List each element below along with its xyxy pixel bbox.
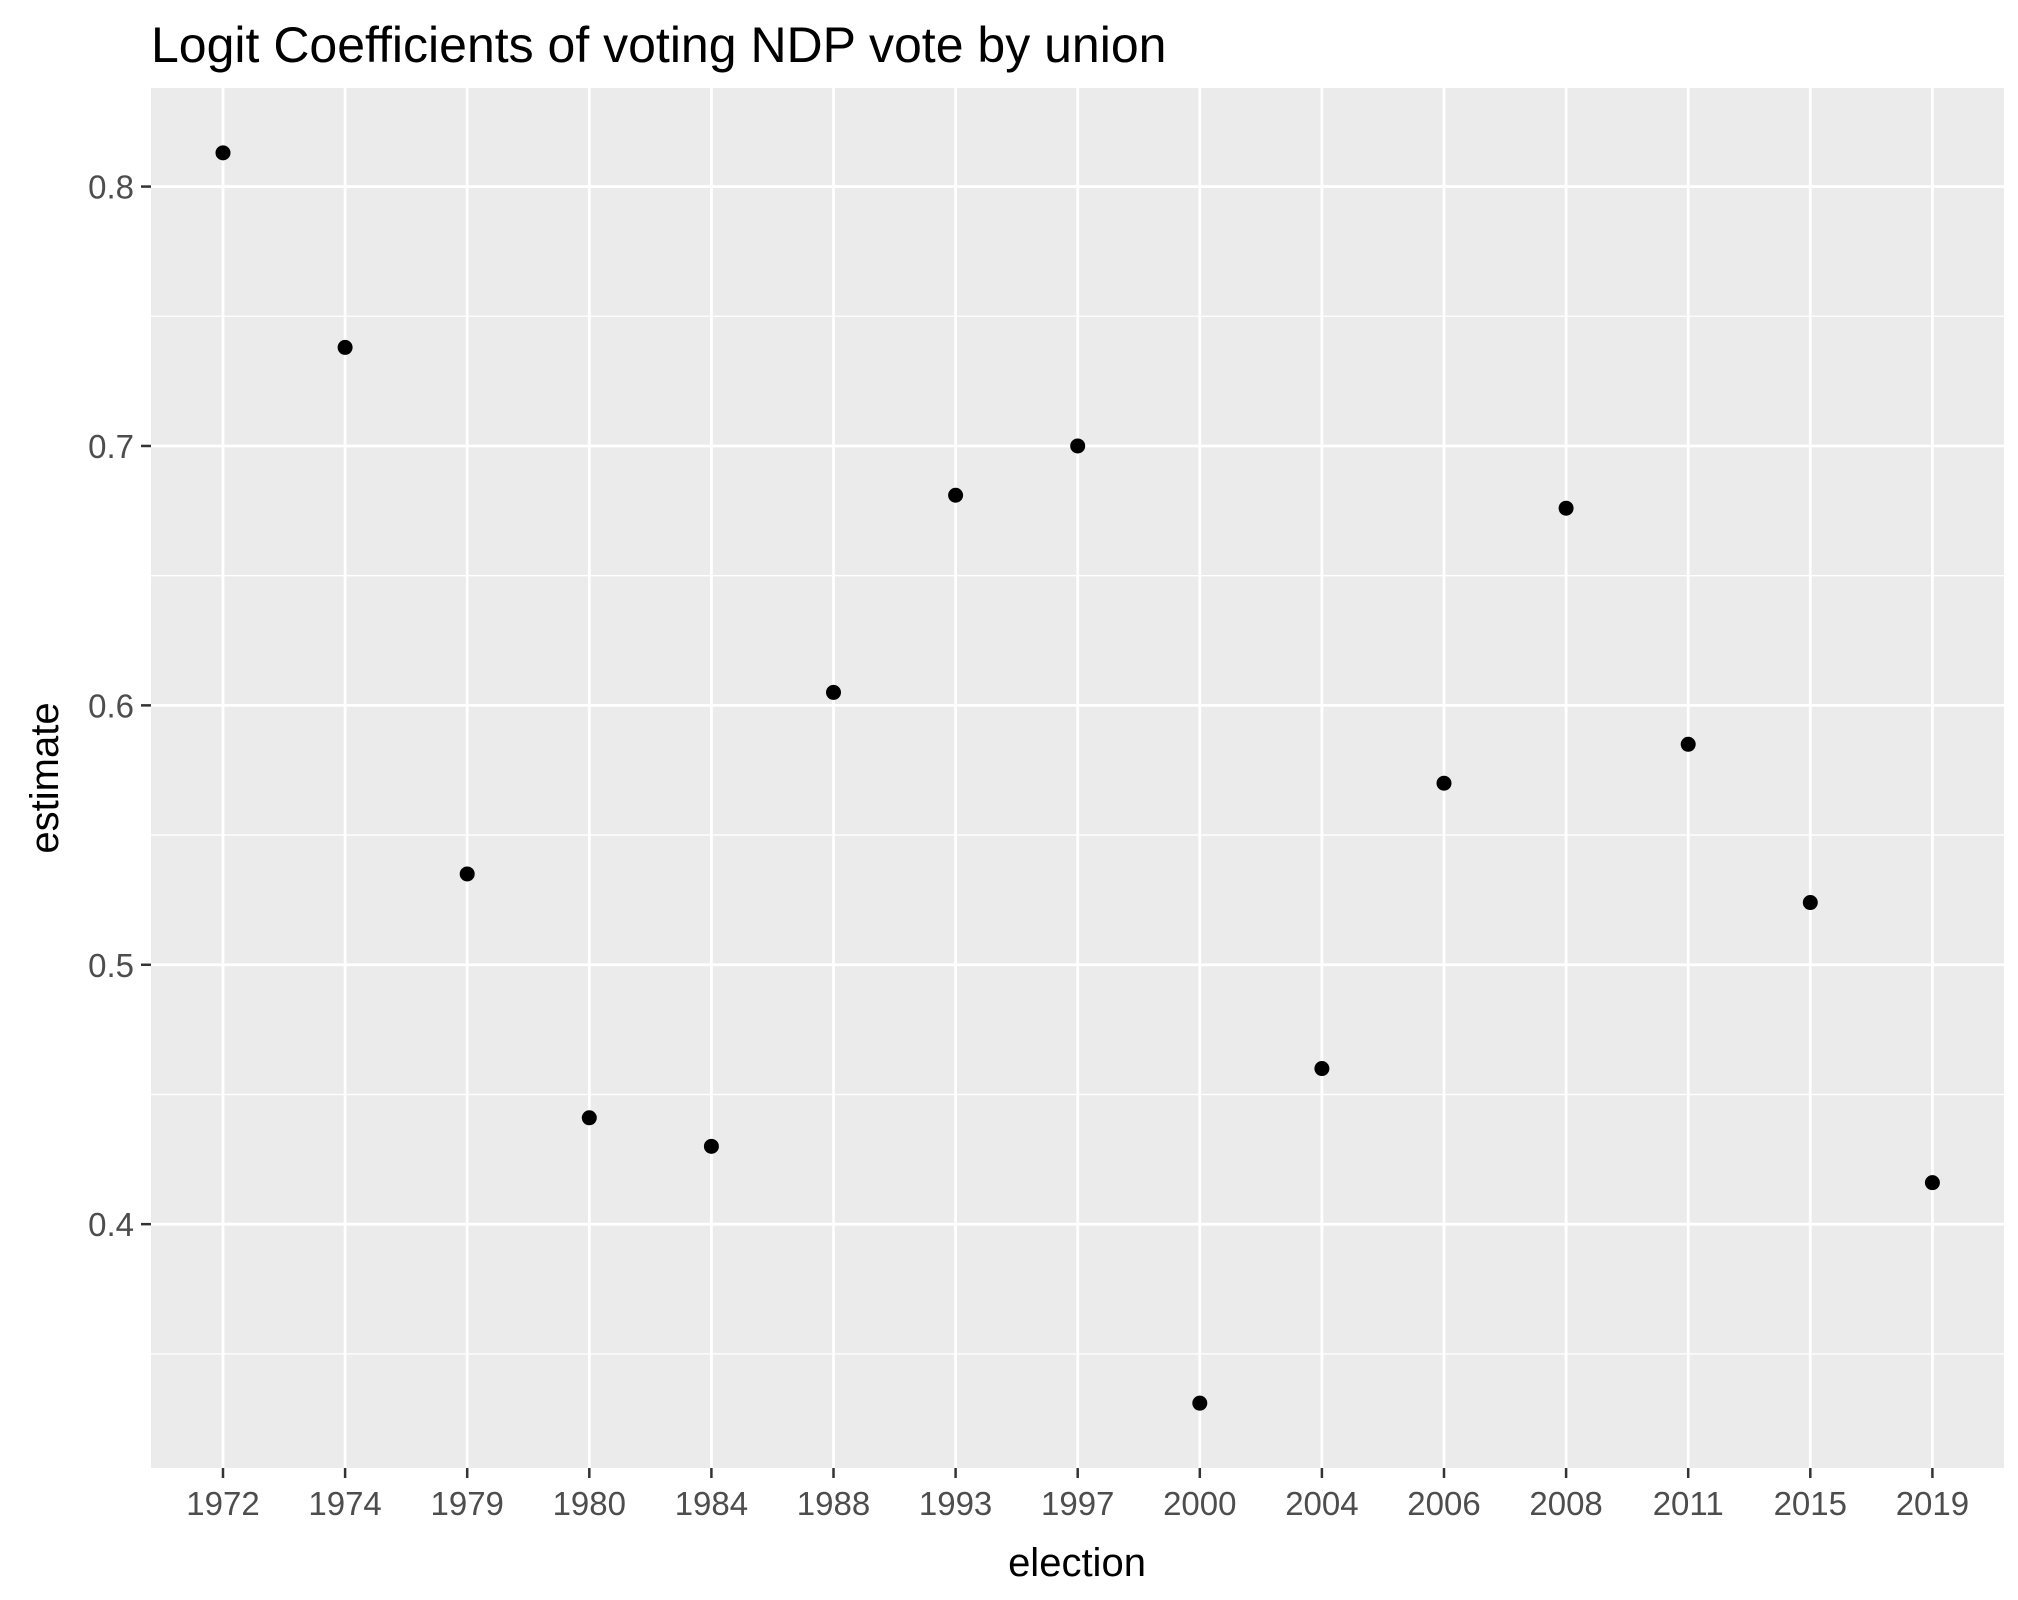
x-tick-label: 2019 xyxy=(1896,1485,1969,1522)
data-point xyxy=(459,866,475,882)
y-axis-title: estimate xyxy=(23,702,67,853)
data-points xyxy=(215,145,1940,1411)
y-tick-label: 0.6 xyxy=(88,687,134,724)
data-point xyxy=(703,1138,719,1154)
x-tick-label: 2000 xyxy=(1163,1485,1236,1522)
x-axis-title: election xyxy=(1008,1541,1146,1585)
x-tick-label: 2004 xyxy=(1285,1485,1358,1522)
x-tick-label: 1980 xyxy=(553,1485,626,1522)
data-point xyxy=(1802,895,1818,911)
data-point xyxy=(1436,775,1452,791)
y-tick-label: 0.7 xyxy=(88,428,134,465)
data-point xyxy=(1558,500,1574,516)
x-tick-label: 1974 xyxy=(308,1485,381,1522)
x-axis: 1972 1974 1979 1980 1984 1988 1993 1997 2000 2004… xyxy=(186,1468,1969,1522)
x-tick-label: 1997 xyxy=(1041,1485,1114,1522)
y-tick-label: 0.4 xyxy=(88,1206,134,1243)
x-tick-label: 1979 xyxy=(430,1485,503,1522)
data-point xyxy=(948,487,964,503)
data-point xyxy=(337,339,353,355)
y-axis: 0.4 0.5 0.6 0.7 0.8 xyxy=(88,169,151,1243)
data-point xyxy=(215,145,231,161)
y-tick-label: 0.8 xyxy=(88,169,134,206)
y-tick-label: 0.5 xyxy=(88,947,134,984)
x-tick-label: 2008 xyxy=(1529,1485,1602,1522)
x-tick-label: 1984 xyxy=(675,1485,748,1522)
x-tick-label: 1972 xyxy=(186,1485,259,1522)
x-tick-label: 2006 xyxy=(1407,1485,1480,1522)
data-point xyxy=(1070,438,1086,454)
data-point xyxy=(1192,1395,1208,1411)
x-tick-label: 1993 xyxy=(919,1485,992,1522)
x-tick-label: 2011 xyxy=(1653,1485,1724,1522)
x-tick-label: 2015 xyxy=(1774,1485,1847,1522)
data-point xyxy=(1680,736,1696,752)
data-point xyxy=(581,1110,597,1126)
major-gridlines xyxy=(151,88,2004,1468)
data-point xyxy=(826,684,841,700)
x-tick-label: 1988 xyxy=(797,1485,870,1522)
data-point xyxy=(1924,1175,1940,1191)
chart-title: Logit Coefficients of voting NDP vote by… xyxy=(151,17,1166,73)
data-point xyxy=(1314,1061,1330,1077)
